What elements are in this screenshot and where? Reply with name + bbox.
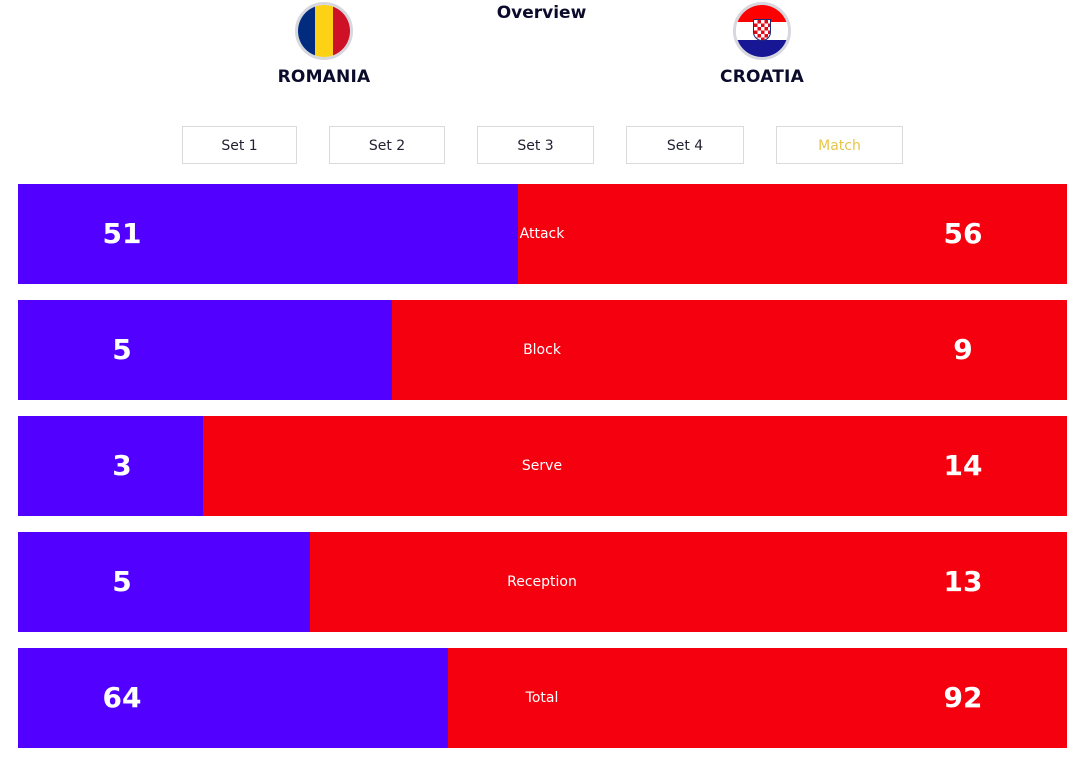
- home-value: 64: [102, 681, 142, 714]
- stat-label: Total: [525, 690, 559, 706]
- team-home: ROMANIA: [224, 0, 424, 87]
- home-value: 3: [112, 449, 132, 482]
- home-value: 5: [112, 565, 132, 598]
- tab-set-1[interactable]: Set 1: [182, 126, 297, 164]
- stat-label: Block: [523, 342, 561, 358]
- home-value: 5: [112, 333, 132, 366]
- stat-row-attack: 51 Attack 56: [18, 184, 1067, 284]
- tab-set-3[interactable]: Set 3: [477, 126, 594, 164]
- stat-label: Reception: [507, 574, 577, 590]
- away-value: 13: [943, 565, 983, 598]
- team-away: CROATIA: [662, 0, 862, 87]
- home-bar: [18, 648, 449, 748]
- team-home-name: ROMANIA: [277, 67, 371, 87]
- tab-match[interactable]: Match: [776, 126, 903, 164]
- stat-row-block: 5 Block 9: [18, 300, 1067, 400]
- stat-row-total: 64 Total 92: [18, 648, 1067, 748]
- romania-flag-icon: [295, 2, 353, 60]
- tab-set-4[interactable]: Set 4: [626, 126, 744, 164]
- team-away-name: CROATIA: [720, 67, 804, 87]
- stat-row-serve: 3 Serve 14: [18, 416, 1067, 516]
- away-value: 56: [943, 217, 983, 250]
- home-bar: [18, 416, 203, 516]
- tab-set-2[interactable]: Set 2: [329, 126, 445, 164]
- croatia-flag-icon: [733, 2, 791, 60]
- set-tabs: Set 1 Set 2 Set 3 Set 4 Match: [0, 126, 1083, 164]
- home-bar: [18, 184, 519, 284]
- away-value: 14: [943, 449, 983, 482]
- away-value: 92: [943, 681, 983, 714]
- home-value: 51: [102, 217, 142, 250]
- home-bar: [18, 532, 310, 632]
- stats-comparison: 51 Attack 56 5 Block 9 3 Serve 14 5 Rece…: [18, 184, 1067, 764]
- stat-label: Serve: [521, 458, 563, 474]
- croatia-crest-icon: [753, 19, 771, 41]
- stat-label: Attack: [519, 226, 565, 242]
- stat-row-reception: 5 Reception 13: [18, 532, 1067, 632]
- home-bar: [18, 300, 393, 400]
- page-title: Overview: [496, 3, 587, 23]
- away-value: 9: [953, 333, 973, 366]
